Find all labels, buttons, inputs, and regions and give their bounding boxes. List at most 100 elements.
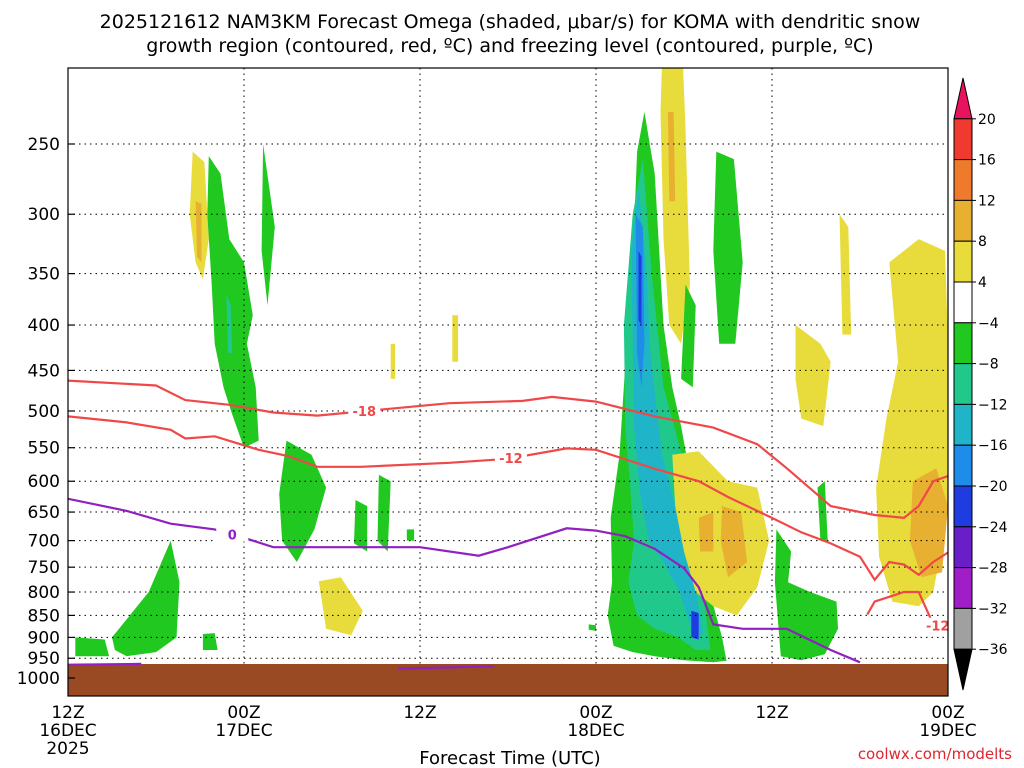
x-tick-label-60-0: 00Z xyxy=(931,703,964,723)
omega-region-9 xyxy=(318,577,363,636)
contour-label-0: -18 xyxy=(353,405,377,420)
omega-region-33 xyxy=(452,315,459,362)
y-tick-label-550: 550 xyxy=(28,439,60,459)
omega-region-4 xyxy=(261,144,275,306)
omega-region-18 xyxy=(667,111,676,202)
colorbar-label-13: −36 xyxy=(978,642,1008,658)
colorbar-label-8: −16 xyxy=(978,438,1008,454)
colorbar-label-2: 12 xyxy=(978,193,996,209)
omega-region-13 xyxy=(631,187,704,638)
x-tick-label-0-0: 12Z xyxy=(51,703,84,723)
omega-region-23 xyxy=(698,512,714,552)
x-tick-label-48-0: 12Z xyxy=(755,703,788,723)
omega-region-2 xyxy=(207,156,259,448)
omega-region-15 xyxy=(638,250,642,325)
omega-region-21 xyxy=(672,451,770,616)
colorbar-label-5: −4 xyxy=(978,316,999,332)
x-tick-label-24-0: 12Z xyxy=(403,703,436,723)
colorbar-segment-10 xyxy=(953,485,973,528)
contour-label-2: -12 xyxy=(926,620,950,635)
y-tick-label-600: 600 xyxy=(28,472,60,492)
colorbar-segment-7 xyxy=(953,363,973,405)
contour-label-bg-2 xyxy=(921,617,948,633)
colorbar-label-0: 20 xyxy=(978,112,996,128)
colorbar-segment-6 xyxy=(953,322,973,365)
y-tick-label-350: 350 xyxy=(28,265,60,285)
x-axis-label: Forecast Time (UTC) xyxy=(419,748,600,768)
omega-region-27 xyxy=(795,325,831,427)
colorbar-segment-2 xyxy=(953,159,973,201)
y-tick-label-900: 900 xyxy=(28,628,60,648)
y-tick-label-700: 700 xyxy=(28,532,60,552)
colorbar-bottom-arrow xyxy=(953,648,973,691)
omega-region-17 xyxy=(660,68,690,344)
colorbar-label-11: −28 xyxy=(978,561,1008,577)
colorbar-label-6: −8 xyxy=(978,357,999,373)
x-tick-label-12-1: 17DEC xyxy=(215,721,272,741)
temperature-contours: -18 -12 -12 0 xyxy=(68,379,950,670)
omega-region-34 xyxy=(390,343,396,379)
omega-region-10 xyxy=(354,500,368,552)
contour-line-1 xyxy=(68,415,948,582)
omega-region-3 xyxy=(226,295,233,353)
plot-frame xyxy=(67,67,949,697)
colorbar-label-1: 16 xyxy=(978,153,996,169)
grid-lines xyxy=(67,68,949,696)
omega-region-32 xyxy=(377,474,391,552)
contour-label-bg-0 xyxy=(348,403,381,419)
omega-region-24 xyxy=(774,529,838,661)
chart-title-line1: 2025121612 NAM3KM Forecast Omega (shaded… xyxy=(100,11,921,33)
omega-region-5 xyxy=(279,440,327,562)
y-tick-label-800: 800 xyxy=(28,583,60,603)
colorbar-segment-5 xyxy=(953,281,973,324)
contour-line-0 xyxy=(68,379,948,520)
colorbar-segment-11 xyxy=(953,526,973,569)
x-tick-label-36-0: 00Z xyxy=(579,703,612,723)
colorbar-segment-8 xyxy=(953,403,973,446)
y-tick-label-750: 750 xyxy=(28,558,60,578)
y-tick-label-450: 450 xyxy=(28,361,60,381)
omega-region-6 xyxy=(112,540,180,657)
colorbar-label-3: 8 xyxy=(978,234,987,250)
contour-label-bg-3 xyxy=(216,526,249,542)
omega-region-22 xyxy=(720,506,748,578)
chart-title-line2: growth region (contoured, red, ºC) and f… xyxy=(146,35,873,57)
colorbar-label-12: −32 xyxy=(978,601,1008,617)
omega-region-7 xyxy=(75,637,110,657)
y-tick-label-300: 300 xyxy=(28,205,60,225)
y-tick-label-250: 250 xyxy=(28,135,60,155)
y-axis-ticks: 2503003504004505005506006507007508008509… xyxy=(17,135,75,689)
x-tick-label-60-1: 19DEC xyxy=(919,721,976,741)
omega-region-29 xyxy=(909,468,948,578)
contour-line-5 xyxy=(397,665,494,670)
colorbar-segment-9 xyxy=(953,444,973,487)
omega-region-19 xyxy=(681,284,696,388)
omega-shading xyxy=(75,68,948,663)
contour-label-3: 0 xyxy=(228,529,237,544)
ground-terrain xyxy=(68,664,948,696)
y-tick-label-400: 400 xyxy=(28,316,60,336)
omega-region-31 xyxy=(406,529,415,541)
y-tick-label-650: 650 xyxy=(28,503,60,523)
colorbar-segment-1 xyxy=(953,118,973,161)
colorbar-label-4: 4 xyxy=(978,275,987,291)
colorbar-segment-4 xyxy=(953,240,973,283)
x-tick-label-36-1: 18DEC xyxy=(567,721,624,741)
y-tick-label-850: 850 xyxy=(28,606,60,626)
omega-region-20 xyxy=(713,151,743,344)
colorbar-segment-13 xyxy=(953,607,973,650)
x-tick-label-0-1: 16DEC xyxy=(39,721,96,741)
colorbar-label-7: −12 xyxy=(978,397,1008,413)
contour-line-4 xyxy=(68,662,142,666)
omega-region-1 xyxy=(195,201,202,263)
y-tick-label-500: 500 xyxy=(28,402,60,422)
y-tick-label-950: 950 xyxy=(28,649,60,669)
omega-region-16 xyxy=(691,610,699,640)
colorbar: 20 16 12 8 4 −4 −8 −12 −16 −20 −24 −28 −32 −36 xyxy=(953,77,1008,691)
contour-label-bg-1 xyxy=(494,450,527,466)
site-credit: coolwx.com/modelts xyxy=(858,745,1012,763)
x-tick-label-12-0: 00Z xyxy=(227,703,260,723)
contour-label-1: -12 xyxy=(499,452,523,467)
